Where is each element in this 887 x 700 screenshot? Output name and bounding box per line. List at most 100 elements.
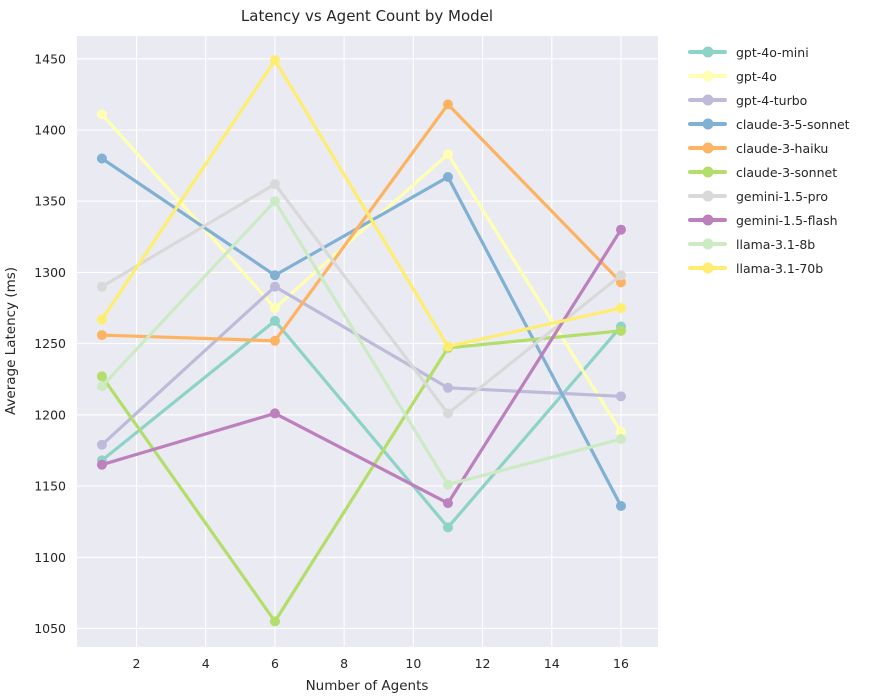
y-tick-label: 1450: [34, 51, 66, 66]
legend-swatch-icon: [688, 214, 727, 226]
series-line-gpt-4o-mini: [100, 319, 623, 529]
data-point-gpt-4o: [269, 303, 280, 314]
data-point-gpt-4-turbo: [442, 382, 453, 393]
gridlines: [77, 36, 658, 647]
y-tick-label: 1200: [34, 407, 66, 422]
data-point-claude-3-5-sonnet: [96, 153, 107, 164]
legend-label: gpt-4o-mini: [736, 44, 809, 60]
data-point-gemini-1.5-pro: [615, 270, 626, 281]
data-point-claude-3-sonnet: [615, 325, 626, 336]
legend-swatch-icon: [688, 46, 727, 58]
series-gpt-4o: [96, 109, 626, 437]
legend-dot-icon: [702, 262, 713, 274]
data-point-gpt-4-turbo: [615, 391, 626, 402]
series-line-llama-3.1-8b: [100, 199, 623, 487]
legend-swatch-icon: [688, 118, 727, 130]
x-tick-label: 12: [475, 656, 491, 671]
legend-swatch-icon: [688, 238, 727, 250]
legend-swatch-icon: [688, 190, 727, 202]
y-tick-label: 1250: [34, 336, 66, 351]
legend-dot-icon: [702, 118, 713, 130]
series-gemini-1.5-pro: [96, 179, 626, 419]
data-point-gpt-4o-mini: [442, 522, 453, 533]
series-claude-3-5-sonnet: [96, 153, 626, 511]
data-point-llama-3.1-70b: [442, 341, 453, 352]
legend-item-claude-3-haiku: claude-3-haiku: [688, 136, 850, 160]
legend-swatch-icon: [688, 70, 727, 82]
series-group: [96, 55, 626, 627]
legend-item-gemini-1.5-flash: gemini-1.5-flash: [688, 208, 850, 232]
series-line-gemini-1.5-pro: [100, 182, 623, 416]
chart-title: Latency vs Agent Count by Model: [241, 7, 493, 25]
data-point-gemini-1.5-flash: [615, 224, 626, 235]
series-line-gpt-4-turbo: [100, 285, 623, 447]
y-tick-label: 1400: [34, 123, 66, 138]
series-line-claude-3-5-sonnet: [100, 156, 623, 508]
data-point-claude-3-sonnet: [269, 616, 280, 627]
data-point-claude-3-haiku: [269, 335, 280, 346]
series-line-gpt-4o: [100, 112, 623, 434]
data-point-llama-3.1-8b: [442, 479, 453, 490]
y-tick-labels: 1050 1100 1150 1200 1250 1300 1350 1400 1450: [34, 51, 66, 636]
y-tick-label: 1350: [34, 194, 66, 209]
data-point-claude-3-5-sonnet: [615, 501, 626, 511]
legend-label: llama-3.1-8b: [736, 236, 816, 252]
data-point-claude-3-sonnet: [96, 371, 107, 382]
data-point-gemini-1.5-flash: [96, 459, 107, 470]
legend-item-gpt-4-turbo: gpt-4-turbo: [688, 88, 850, 112]
series-gemini-1.5-flash: [96, 224, 626, 509]
legend-label: gemini-1.5-flash: [736, 212, 838, 228]
legend-item-llama-3.1-8b: llama-3.1-8b: [688, 232, 850, 256]
data-point-gemini-1.5-flash: [442, 498, 453, 509]
series-line-claude-3-haiku: [100, 102, 623, 343]
legend-dot-icon: [702, 214, 713, 226]
legend-dot-icon: [702, 190, 713, 202]
legend-item-claude-3-5-sonnet: claude-3-5-sonnet: [688, 112, 850, 136]
legend-dot-icon: [702, 166, 713, 178]
data-point-claude-3-5-sonnet: [442, 172, 453, 182]
series-line-claude-3-sonnet: [100, 329, 623, 623]
y-tick-label: 1150: [34, 479, 66, 494]
data-point-llama-3.1-70b: [269, 55, 280, 66]
series-llama-3.1-70b: [96, 55, 626, 352]
y-tick-label: 1050: [34, 621, 66, 636]
x-tick-label: 8: [340, 656, 348, 671]
x-axis-label: Number of Agents: [306, 678, 429, 694]
data-point-gpt-4o: [96, 109, 107, 120]
data-point-gpt-4-turbo: [269, 281, 280, 292]
legend-label: claude-3-5-sonnet: [736, 116, 850, 132]
series-line-gemini-1.5-flash: [100, 228, 623, 505]
data-point-claude-3-haiku: [96, 330, 107, 341]
series-llama-3.1-8b: [96, 196, 626, 490]
legend-swatch-icon: [688, 262, 727, 274]
data-point-llama-3.1-70b: [615, 303, 626, 314]
legend-dot-icon: [702, 238, 713, 250]
data-point-gemini-1.5-pro: [96, 281, 107, 292]
series-claude-3-haiku: [96, 99, 626, 346]
y-tick-label: 1300: [34, 265, 66, 280]
x-tick-label: 6: [271, 656, 279, 671]
data-point-llama-3.1-8b: [269, 196, 280, 207]
data-point-llama-3.1-70b: [96, 314, 107, 325]
data-point-gpt-4o: [615, 426, 626, 437]
data-point-llama-3.1-8b: [615, 434, 626, 445]
data-point-llama-3.1-8b: [96, 381, 107, 392]
legend-item-gpt-4o: gpt-4o: [688, 64, 850, 88]
data-point-gpt-4-turbo: [96, 439, 107, 450]
legend-dot-icon: [702, 46, 713, 58]
y-tick-label: 1100: [34, 550, 66, 565]
series-line-llama-3.1-70b: [100, 58, 623, 349]
legend-dot-icon: [702, 70, 713, 82]
x-tick-label: 10: [405, 656, 421, 671]
y-axis-label: Average Latency (ms): [3, 267, 19, 415]
legend-dot-icon: [702, 94, 713, 106]
legend-item-llama-3.1-70b: llama-3.1-70b: [688, 256, 850, 280]
data-point-claude-3-5-sonnet: [269, 270, 280, 281]
legend-label: claude-3-haiku: [736, 140, 829, 156]
x-tick-label: 14: [544, 656, 560, 671]
legend-item-claude-3-sonnet: claude-3-sonnet: [688, 160, 850, 184]
legend-label: gpt-4-turbo: [736, 92, 808, 108]
legend-label: llama-3.1-70b: [736, 260, 824, 276]
